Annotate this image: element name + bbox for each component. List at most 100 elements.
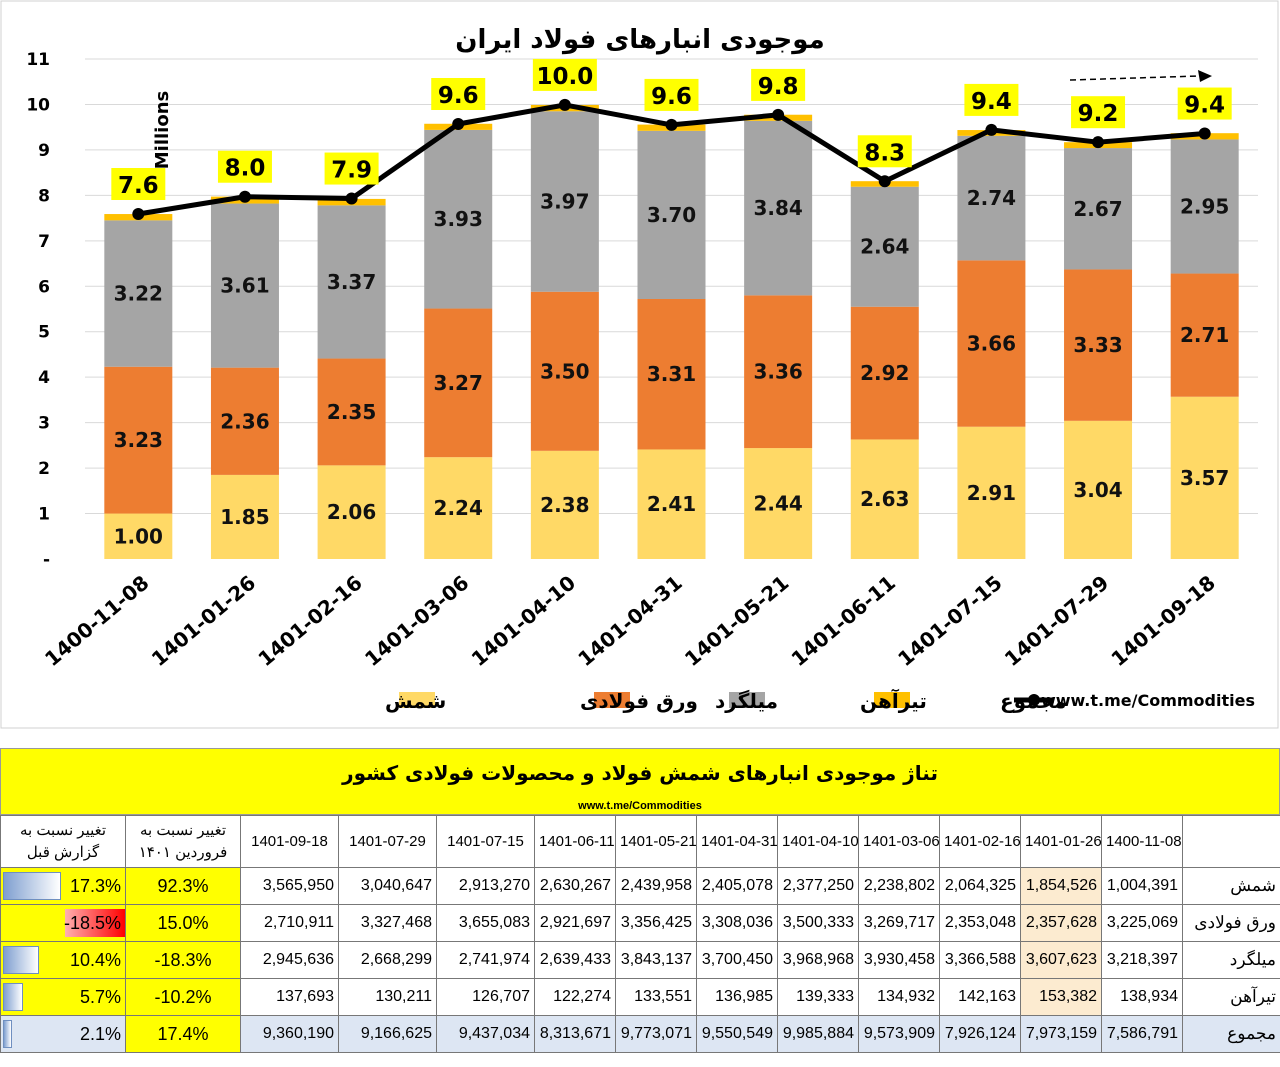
bar-segment-label: 2.92: [860, 361, 909, 385]
table-cell: 126,707: [436, 978, 535, 1016]
total-point: [558, 98, 571, 111]
total-point: [452, 118, 465, 130]
table-cell: 7,586,791: [1101, 1015, 1183, 1053]
row-name: تیرآهن: [1182, 978, 1280, 1016]
bar-segment: [744, 295, 813, 449]
change-farvardin-cell: 17.4%: [125, 1015, 241, 1053]
bar-segment-label: 2.41: [647, 492, 696, 516]
total-label: 10.0: [536, 64, 593, 90]
table-cell: 134,932: [858, 978, 940, 1016]
bar-segment-label: 2.67: [1073, 197, 1122, 221]
change-prev-cell: 2.1%: [0, 1015, 126, 1053]
y-tick-label: 11: [26, 50, 50, 70]
bar-segment: [530, 450, 599, 559]
change-prev-cell: 10.4%: [0, 941, 126, 979]
change-data-bar: [3, 983, 24, 1011]
table-cell: 2,945,636: [240, 941, 339, 979]
table-cell: 3,327,468: [338, 904, 437, 942]
bar-segment: [744, 448, 813, 559]
row-name: میلگرد: [1182, 941, 1280, 979]
bar-segment: [210, 474, 279, 559]
table-cell: 3,356,425: [615, 904, 697, 942]
table-cell: 3,040,647: [338, 867, 437, 905]
bar-segment-label: 3.61: [220, 274, 269, 298]
table-cell: 9,550,549: [696, 1015, 778, 1053]
bar-segment-label: 2.71: [1180, 323, 1229, 347]
change-farvardin-cell: -18.3%: [125, 941, 241, 979]
total-label-box: [751, 68, 806, 101]
total-label-box: [217, 150, 272, 183]
header-date: 1401-09-18: [240, 815, 339, 868]
legend-swatch: [729, 692, 765, 708]
chart-source-url: www.t.me/Commodities: [1041, 691, 1255, 710]
table-cell: 9,166,625: [338, 1015, 437, 1053]
table-cell: 2,357,628: [1020, 904, 1102, 942]
bar-segment-label: 3.36: [753, 360, 802, 384]
row-name: ورق فولادی: [1182, 904, 1280, 942]
total-label: 7.9: [331, 158, 372, 184]
table-cell: 133,551: [615, 978, 697, 1016]
table-cell: 3,500,333: [777, 904, 859, 942]
change-data-bar: [3, 946, 39, 974]
table-cell: 9,437,034: [436, 1015, 535, 1053]
change-farvardin-cell: 92.3%: [125, 867, 241, 905]
table-cell: 138,934: [1101, 978, 1183, 1016]
bar-segment: [957, 426, 1026, 559]
total-label: 9.2: [1078, 101, 1119, 127]
total-label: 7.6: [118, 173, 159, 199]
legend-swatch: [874, 692, 910, 708]
total-label: 8.0: [225, 156, 266, 182]
header-change-prev: تغییر نسبت به گزارش قبل: [0, 815, 126, 868]
y-tick-label: 5: [38, 323, 50, 343]
bar-segment: [530, 111, 599, 292]
header-date: 1401-03-06: [858, 815, 940, 868]
legend-label: میلگرد: [715, 689, 778, 713]
table-cell: 2,353,048: [939, 904, 1021, 942]
legend-swatch: [399, 692, 435, 708]
legend-swatch-point: [1028, 694, 1040, 706]
total-label: 9.8: [758, 74, 799, 100]
change-data-bar: [3, 1020, 12, 1048]
bar-segment-label: 3.04: [1073, 478, 1122, 502]
legend-swatch: [594, 692, 630, 708]
change-prev-cell: -18.5%: [0, 904, 126, 942]
table-cell: 122,274: [534, 978, 616, 1016]
bar-segment: [1064, 269, 1133, 421]
bar-segment: [210, 203, 279, 368]
bar-segment-label: 2.91: [967, 481, 1016, 505]
header-date: 1401-01-26: [1020, 815, 1102, 868]
total-label: 9.4: [1184, 93, 1225, 119]
header-date: 1401-04-31: [696, 815, 778, 868]
table-cell: 3,218,397: [1101, 941, 1183, 979]
total-label-box: [532, 58, 597, 91]
trend-arrow: [1069, 75, 1201, 81]
table-cell: 2,710,911: [240, 904, 339, 942]
table-cell: 2,913,270: [436, 867, 535, 905]
table-cell: 3,565,950: [240, 867, 339, 905]
bar-segment: [317, 205, 386, 359]
legend-label: تیرآهن: [860, 688, 927, 713]
total-point: [665, 118, 678, 131]
bar-segment: [637, 299, 706, 450]
table-cell: 153,382: [1020, 978, 1102, 1016]
total-label-box: [964, 83, 1019, 116]
header-blank: [1182, 815, 1280, 868]
table-cell: 2,238,802: [858, 867, 940, 905]
table-cell: 137,693: [240, 978, 339, 1016]
data-table-section: تناژ موجودی انبارهای شمش فولاد و محصولات…: [0, 748, 1280, 1067]
table-cell: 2,439,958: [615, 867, 697, 905]
table-cell: 2,064,325: [939, 867, 1021, 905]
units-label: Millions: [152, 91, 173, 170]
bar-segment-label: 2.35: [327, 400, 376, 424]
bar-segment-label: 3.93: [434, 207, 483, 231]
table-cell: 3,269,717: [858, 904, 940, 942]
table-cell: 7,973,159: [1020, 1015, 1102, 1053]
stacked-bar-chart: 1.00 3.23 3.22 1.85 2.36 3.61 2.06 2.35 3.37 2.24…: [0, 0, 1279, 729]
table-cell: 1,004,391: [1101, 867, 1183, 905]
table-row: 10.4% -18.3% 2,945,636 2,668,299 2,741,974 2,…: [0, 941, 1280, 979]
total-point: [345, 192, 358, 205]
y-tick-label: 10: [26, 95, 50, 115]
table-cell: 9,773,071: [615, 1015, 697, 1053]
total-label: 9.4: [971, 89, 1012, 115]
table-cell: 3,843,137: [615, 941, 697, 979]
